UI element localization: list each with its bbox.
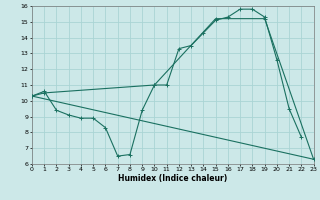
X-axis label: Humidex (Indice chaleur): Humidex (Indice chaleur) [118, 174, 228, 183]
